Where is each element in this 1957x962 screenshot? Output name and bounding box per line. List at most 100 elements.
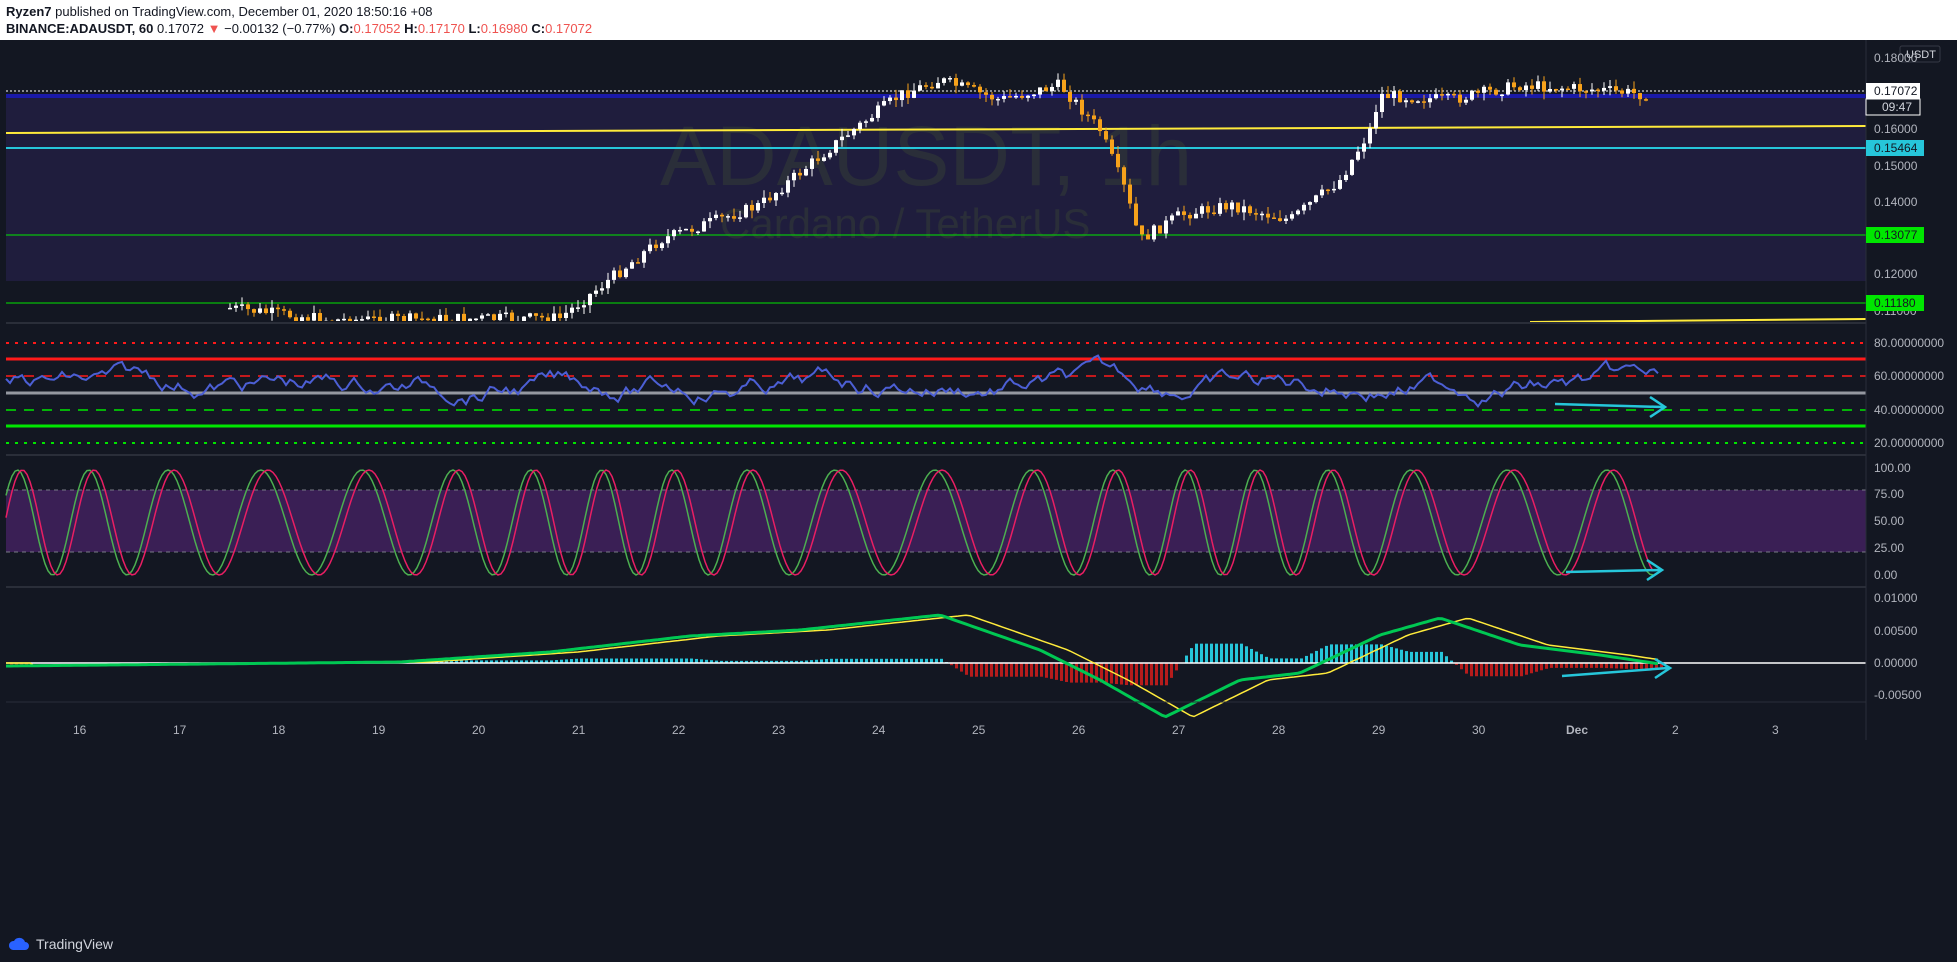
stoch-divergence-arrow[interactable] — [1565, 558, 1665, 582]
candle-body — [1530, 85, 1534, 89]
candle-body — [756, 203, 760, 211]
macd-histogram-bar — [1655, 663, 1658, 669]
candle-body — [1368, 128, 1372, 144]
stoch-k-line[interactable] — [5, 469, 1654, 576]
macd-histogram-bar — [630, 658, 633, 663]
macd-histogram-bar — [795, 660, 798, 663]
candle-body — [468, 318, 472, 321]
price-axis[interactable]: USDT 0.18000 0.16000 0.15000 0.14000 0.1… — [1865, 40, 1944, 740]
candle-body — [1482, 86, 1486, 93]
candle-body — [1122, 167, 1126, 185]
macd-histogram-bar — [1515, 663, 1518, 677]
candles[interactable] — [228, 73, 1648, 321]
candle-body — [768, 197, 772, 201]
symbol-name[interactable]: BINANCE:ADAUSDT, 60 — [6, 21, 154, 36]
macd-histogram-bar — [1430, 651, 1433, 663]
candle-body — [258, 308, 262, 313]
candle-body — [1374, 112, 1378, 129]
macd-histogram-bar — [610, 658, 613, 663]
candle-body — [828, 152, 832, 158]
macd-histogram[interactable] — [10, 643, 1663, 686]
current-price-tag — [1866, 83, 1920, 99]
stoch-band — [6, 490, 1866, 552]
candle-body — [1182, 211, 1186, 215]
time-tick: 21 — [572, 723, 586, 737]
time-tick: 22 — [672, 723, 686, 737]
macd-histogram-bar — [460, 660, 463, 663]
macd-histogram-bar — [935, 658, 938, 663]
candle-body — [348, 318, 352, 321]
macd-histogram-bar — [1265, 656, 1268, 663]
macd-histogram-bar — [1345, 644, 1348, 663]
macd-histogram-bar — [1350, 644, 1353, 663]
candle-body — [492, 314, 496, 321]
candle-body — [1344, 174, 1348, 181]
rsi-pane[interactable] — [5, 342, 1866, 444]
candle-body — [888, 97, 892, 102]
yellow-trendline-lower[interactable] — [1529, 318, 1867, 323]
candle-body — [540, 315, 544, 318]
macd-histogram-bar — [965, 663, 968, 675]
macd-histogram-bar — [740, 660, 743, 663]
macd-histogram-bar — [1100, 663, 1103, 683]
macd-histogram-bar — [1470, 663, 1473, 677]
candle-body — [930, 86, 934, 89]
stoch-rsi-pane[interactable] — [5, 469, 1866, 582]
candle-body — [1350, 159, 1354, 175]
price-pane[interactable]: ADAUSDT, 1h Cardano / TetherUS — [5, 73, 1867, 323]
time-tick: 27 — [1172, 723, 1186, 737]
macd-histogram-bar — [1630, 663, 1633, 669]
time-tick: 25 — [972, 723, 986, 737]
tradingview-logo[interactable]: TradingView — [8, 936, 113, 952]
macd-histogram-bar — [540, 660, 543, 663]
macd-histogram-bar — [1305, 655, 1308, 663]
candle-body — [924, 85, 928, 87]
countdown-tag — [1865, 98, 1921, 116]
current-price-label: 0.17072 — [1874, 84, 1918, 98]
macd-histogram-bar — [1620, 663, 1623, 669]
candle-body — [612, 270, 616, 280]
rsi-line[interactable] — [5, 354, 1659, 408]
macd-divergence-arrow[interactable] — [1561, 657, 1673, 680]
macd-signal-line[interactable] — [6, 614, 1659, 718]
author-name[interactable]: Ryzen7 — [6, 4, 52, 19]
macd-histogram-bar — [1415, 651, 1418, 663]
candle-body — [342, 318, 346, 321]
macd-histogram-bar — [660, 658, 663, 663]
macd-histogram-bar — [765, 660, 768, 663]
macd-histogram-bar — [875, 658, 878, 663]
footer: TradingView — [0, 925, 1957, 962]
candle-body — [432, 318, 436, 321]
candle-body — [582, 305, 586, 308]
macd-histogram-bar — [985, 663, 988, 677]
macd-histogram-bar — [1245, 646, 1248, 663]
candle-body — [1278, 218, 1282, 221]
candle-body — [558, 313, 562, 318]
macd-histogram-bar — [750, 660, 753, 663]
time-tick: 30 — [1472, 723, 1486, 737]
candle-body — [1614, 86, 1618, 91]
macd-histogram-bar — [1170, 663, 1173, 678]
stoch-d-line[interactable] — [5, 469, 1654, 576]
candle-body — [1116, 153, 1120, 168]
candle-body — [1446, 93, 1450, 96]
rsi-divergence-arrow[interactable] — [1554, 395, 1668, 419]
candle-body — [1080, 99, 1084, 115]
macd-histogram-bar — [450, 660, 453, 663]
macd-histogram-bar — [545, 660, 548, 663]
candle-body — [600, 288, 604, 291]
chart-area[interactable]: ADAUSDT, 1h Cardano / TetherUS — [0, 40, 1957, 925]
stoch-tick: 100.00 — [1874, 461, 1911, 475]
macd-histogram-bar — [910, 658, 913, 663]
macd-histogram-bar — [790, 660, 793, 663]
currency-button[interactable] — [1899, 45, 1941, 63]
macd-pane[interactable] — [6, 613, 1866, 719]
yellow-trendline[interactable] — [5, 125, 1867, 134]
time-axis[interactable]: 16 17 18 19 20 21 22 23 24 25 26 27 28 2… — [73, 723, 1779, 737]
open-label: O: — [339, 21, 354, 36]
candle-body — [936, 82, 940, 89]
high-value: 0.17170 — [417, 21, 465, 36]
macd-line[interactable] — [6, 613, 1659, 719]
candle-body — [870, 117, 874, 122]
price-tick: 0.16000 — [1874, 122, 1918, 136]
